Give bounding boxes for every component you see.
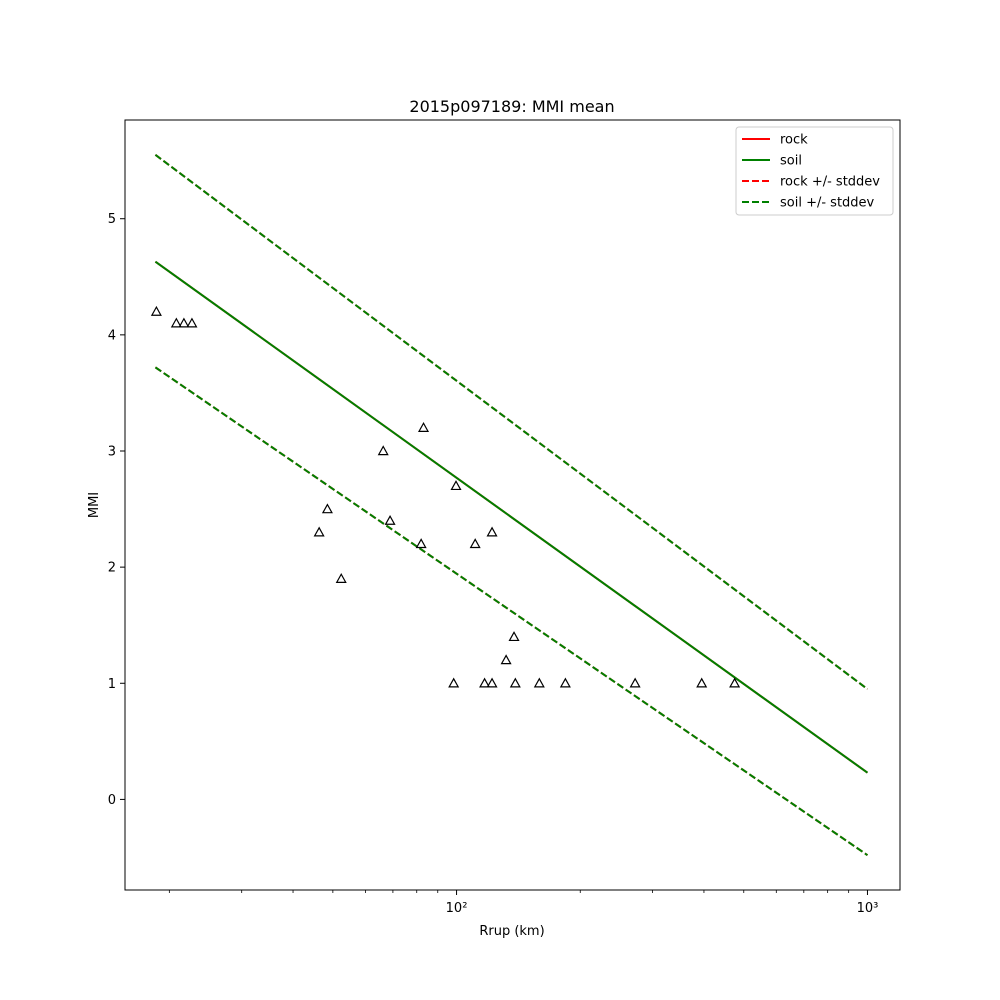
data-point: [450, 480, 462, 491]
data-point: [479, 677, 491, 688]
data-point: [415, 538, 427, 549]
data-point: [417, 422, 430, 432]
plot-content: [150, 154, 869, 856]
legend: rock soil rock +/- stddev soil +/- stddev: [735, 126, 894, 216]
data-point: [335, 573, 347, 583]
data-point: [486, 526, 498, 537]
legend-label: rock: [780, 133, 808, 148]
legend-label: soil: [780, 154, 802, 169]
data-point: [696, 677, 708, 688]
data-point: [509, 677, 521, 688]
chart-title: 2015p097189: MMI mean: [409, 97, 614, 116]
series-line-stddev-soil-4: [154, 154, 869, 690]
series-line-stddev-soil-5: [154, 366, 869, 856]
x-axis-label: Rrup (km): [479, 924, 544, 939]
data-point: [313, 526, 325, 537]
x-tick-label: 10²: [446, 901, 468, 916]
x-axis: 10² 10³: [168, 890, 879, 916]
y-axis: 0 1 2 3 4 5: [108, 212, 125, 808]
data-point: [533, 677, 545, 688]
series-line-mean-soil-1: [154, 260, 869, 774]
data-point: [186, 317, 198, 328]
legend-label: rock +/- stddev: [780, 175, 880, 190]
legend-label: soil +/- stddev: [780, 196, 875, 211]
plot-frame: [124, 119, 901, 891]
y-tick-label: 2: [108, 561, 116, 576]
data-point: [508, 631, 520, 642]
legend-box: [735, 126, 894, 216]
data-point: [729, 677, 741, 688]
data-point: [384, 514, 396, 525]
data-point: [629, 677, 641, 688]
data-point: [178, 317, 190, 328]
y-tick-label: 0: [108, 793, 116, 808]
data-point: [377, 445, 389, 456]
y-tick-label: 1: [108, 677, 116, 692]
x-tick-label: 10³: [857, 901, 879, 916]
y-tick-label: 3: [108, 444, 116, 459]
data-point: [559, 677, 571, 688]
data-point: [321, 503, 333, 514]
y-tick-label: 4: [108, 328, 116, 343]
data-point: [469, 538, 481, 549]
data-point: [448, 677, 460, 688]
y-axis-label: MMI: [87, 492, 102, 518]
y-tick-label: 5: [108, 212, 116, 227]
data-point: [486, 677, 498, 688]
data-point: [150, 305, 162, 316]
data-point: [170, 317, 182, 328]
data-point: [500, 654, 512, 665]
